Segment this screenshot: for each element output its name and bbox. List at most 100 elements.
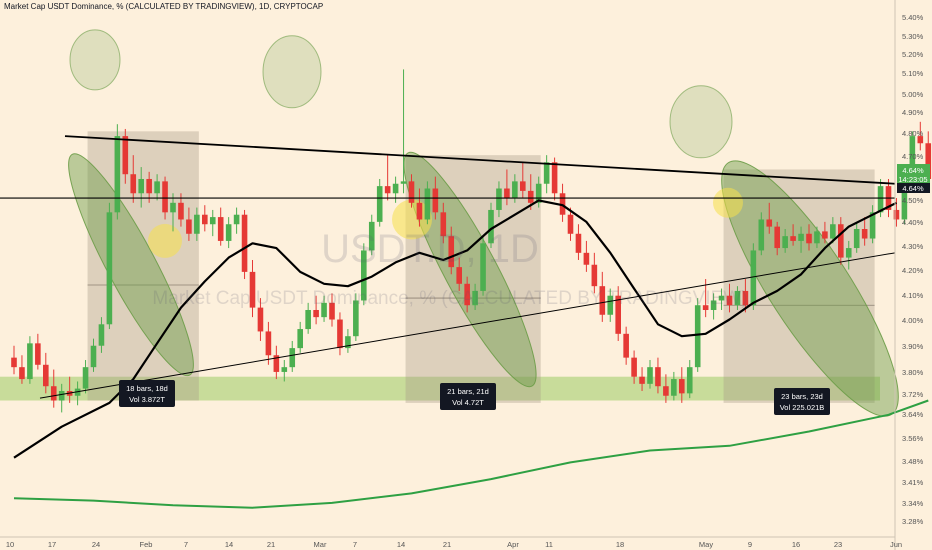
candle-body-Mar 6	[472, 290, 478, 306]
candles-layer	[11, 69, 932, 413]
candle-body-Mar 16	[551, 162, 558, 194]
time-tick-label: 17	[48, 540, 56, 549]
date-range-box-1	[87, 131, 199, 401]
candle-body-Apr 21	[838, 224, 844, 258]
candle-body-Feb 26	[408, 181, 415, 203]
candle-body-Apr 1	[679, 379, 685, 394]
range-volume-2: Vol 4.72T	[452, 398, 484, 407]
candle-body-Mar 5	[464, 283, 470, 306]
annotations-layer: 18 bars, 18d Vol 3.872T 21 bars, 21d Vol 4.…	[119, 380, 830, 415]
candle-body-Mar 25	[623, 333, 629, 358]
candle-body-Apr 4	[702, 305, 709, 310]
candle-body-Mar 31	[671, 379, 677, 396]
price-tick-label: 3.34%	[902, 499, 924, 508]
time-tick-label: Jun	[890, 540, 902, 549]
price-tags: 4.64% 14:23:05 4.64%	[897, 164, 930, 193]
price-tick-label: 3.41%	[902, 478, 924, 487]
candle-body-Apr 26	[877, 186, 884, 213]
candle-body-Feb 7	[257, 307, 264, 332]
candle-body-Apr 9	[742, 290, 749, 306]
candle-body-Jan 10	[35, 343, 41, 365]
current-price-tag-bg	[897, 164, 930, 186]
time-tick-label: 7	[353, 540, 357, 549]
candle-body-Jan 30	[194, 214, 200, 234]
candle-body-Apr 17	[806, 233, 812, 244]
watermark-symbol: USDT.D, 1D	[321, 227, 539, 271]
candle-body-Mar 9	[496, 188, 502, 210]
price-tick-label: 4.40%	[902, 218, 924, 227]
time-tick-label: 9	[748, 540, 752, 549]
candle-body-Jan 22	[130, 174, 137, 194]
price-tick-label: 3.28%	[902, 517, 924, 526]
candle-body-Mar 26	[631, 357, 637, 377]
time-tick-label: 21	[443, 540, 451, 549]
candle-body-Feb 14	[313, 309, 319, 318]
price-tick-label: 4.70%	[902, 152, 924, 161]
candle-body-Mar 15	[543, 162, 550, 184]
time-tick-label: 21	[267, 540, 275, 549]
time-tick-label: 24	[92, 540, 100, 549]
price-tick-label: 4.20%	[902, 266, 924, 275]
candle-body-Mar 30	[663, 386, 669, 396]
candle-body-Apr 3	[694, 305, 701, 368]
candle-body-Jan 17	[90, 345, 97, 368]
candle-body-Apr 29	[901, 186, 908, 220]
candle-body-Feb 19	[353, 300, 359, 337]
candle-body-Mar 24	[615, 295, 621, 334]
candle-body-Jan 9	[27, 343, 33, 380]
candle-body-Mar 12	[520, 181, 526, 191]
date-range-box-3	[723, 169, 875, 403]
candle-body-Mar 13	[527, 190, 534, 203]
upper-trendline	[64, 135, 896, 185]
range-label-1: 18 bars, 18d	[126, 384, 168, 393]
range-label-bg-1	[119, 380, 175, 407]
candle-body-Feb 12	[297, 329, 303, 349]
indicator-lines-layer	[0, 135, 929, 509]
lower-trendline	[39, 252, 896, 399]
candle-body-Mar 7	[480, 243, 486, 291]
ema-long-line	[13, 399, 929, 509]
candle-body-Feb 24	[392, 183, 399, 194]
candle-body-Apr 14	[782, 236, 788, 249]
candle-body-Apr 10	[750, 250, 757, 306]
candle-body-Mar 4	[456, 267, 462, 284]
range-label-bg-2	[440, 383, 496, 410]
candle-body-Jan 21	[122, 136, 129, 175]
price-tick-label: 5.00%	[902, 90, 924, 99]
candle-body-Feb 18	[345, 336, 351, 349]
candle-body-Mar 17	[559, 193, 566, 215]
candle-body-Mar 22	[599, 286, 606, 315]
candle-body-Feb 21	[368, 221, 375, 251]
drawing-zones-layer	[0, 29, 899, 417]
candle-body-Mar 29	[655, 367, 661, 387]
candle-body-Mar 1	[432, 188, 439, 213]
candle-body-Jan 27	[170, 202, 176, 213]
candle-body-Feb 15	[321, 302, 327, 318]
range-volume-3: Vol 225.021B	[780, 403, 825, 412]
candle-body-Jan 26	[162, 181, 168, 213]
candle-body-Apr 7	[726, 295, 733, 306]
price-tick-label: 3.72%	[902, 390, 924, 399]
candle-body-Jan 8	[19, 367, 25, 380]
ema-touch-highlight-3	[713, 187, 743, 218]
candle-body-Apr 24	[861, 229, 868, 239]
candle-body-Mar 23	[607, 295, 614, 315]
candle-body-Apr 18	[814, 231, 820, 244]
candle-body-May 1	[917, 136, 924, 144]
wick-highlight-3	[669, 85, 733, 159]
time-tick-label: 18	[616, 540, 624, 549]
range-label-2: 21 bars, 21d	[447, 387, 489, 396]
candle-body-Mar 10	[504, 188, 510, 199]
last-price-tag-bg	[897, 183, 930, 193]
price-tick-label: 4.10%	[902, 291, 924, 300]
price-tick-label: 4.80%	[902, 129, 924, 138]
countdown-tag: 14:23:05	[898, 175, 927, 184]
candle-body-Mar 20	[583, 252, 590, 265]
candle-body-Feb 9	[273, 355, 280, 372]
candle-body-Apr 11	[758, 219, 765, 251]
candle-body-Feb 5	[241, 214, 248, 272]
candle-body-Feb 3	[225, 224, 232, 241]
candle-body-Mar 28	[647, 367, 653, 384]
